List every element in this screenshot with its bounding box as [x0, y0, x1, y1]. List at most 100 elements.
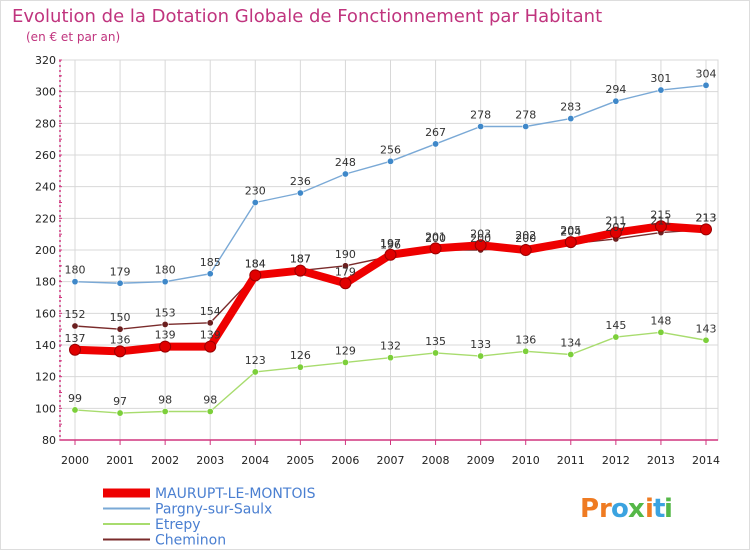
data-label-maurupt-le-montois: 211	[605, 215, 626, 228]
data-label-maurupt-le-montois: 213	[696, 211, 717, 224]
data-point-maurupt-le-montois	[114, 345, 127, 358]
data-label-cheminon: 190	[335, 248, 356, 261]
data-label-cheminon: 150	[110, 311, 131, 324]
data-point-etrepy	[296, 363, 304, 371]
brand-letter: i	[664, 494, 673, 524]
legend-label-maurupt-le-montois: MAURUPT-LE-MONTOIS	[155, 486, 316, 502]
data-point-maurupt-le-montois	[339, 277, 352, 290]
legend: MAURUPT-LE-MONTOISPargny-sur-SaulxEtrepy…	[103, 486, 316, 549]
data-label-etrepy: 123	[245, 354, 266, 367]
data-point-etrepy	[341, 358, 349, 366]
data-point-pargny-sur-saulx	[702, 81, 710, 89]
data-label-maurupt-le-montois: 136	[110, 333, 131, 346]
x-tick-label: 2012	[602, 454, 630, 467]
data-point-maurupt-le-montois	[294, 264, 307, 277]
data-point-pargny-sur-saulx	[432, 140, 440, 148]
data-label-maurupt-le-montois: 139	[200, 329, 221, 342]
data-point-pargny-sur-saulx	[477, 123, 485, 131]
data-label-cheminon: 196	[380, 238, 401, 251]
data-point-pargny-sur-saulx	[296, 189, 304, 197]
data-point-maurupt-le-montois	[249, 269, 262, 282]
data-label-etrepy: 148	[650, 314, 671, 327]
data-label-pargny-sur-saulx: 283	[560, 101, 581, 114]
data-label-etrepy: 129	[335, 344, 356, 357]
data-point-maurupt-le-montois	[159, 340, 172, 353]
x-tick-label: 2008	[422, 454, 450, 467]
data-label-etrepy: 98	[158, 394, 172, 407]
data-label-etrepy: 133	[470, 338, 491, 351]
data-point-pargny-sur-saulx	[567, 115, 575, 123]
x-tick-label: 2000	[61, 454, 89, 467]
data-label-pargny-sur-saulx: 256	[380, 143, 401, 156]
series-pargny-sur-saulx	[71, 81, 710, 287]
y-tick-label: 320	[35, 54, 56, 67]
chart-title: Evolution de la Dotation Globale de Fonc…	[12, 6, 602, 27]
data-label-cheminon: 153	[155, 306, 176, 319]
data-label-etrepy: 136	[515, 333, 536, 346]
x-tick-label: 2011	[557, 454, 585, 467]
series-maurupt-le-montois	[69, 220, 712, 358]
y-tick-label: 220	[35, 212, 56, 225]
brand-letter: r	[599, 494, 612, 524]
y-tick-label: 120	[35, 371, 56, 384]
y-tick-label: 80	[42, 434, 56, 447]
data-point-cheminon	[206, 319, 214, 327]
data-label-etrepy: 145	[605, 319, 626, 332]
data-point-pargny-sur-saulx	[341, 170, 349, 178]
data-point-maurupt-le-montois	[429, 242, 442, 255]
data-label-maurupt-le-montois: 184	[245, 257, 266, 270]
data-label-maurupt-le-montois: 215	[650, 208, 671, 221]
data-point-cheminon	[341, 262, 349, 270]
data-label-etrepy: 97	[113, 395, 127, 408]
brand-letter: i	[645, 494, 654, 524]
brand-letter: t	[653, 494, 665, 524]
data-point-maurupt-le-montois	[700, 223, 712, 236]
data-label-pargny-sur-saulx: 294	[605, 83, 626, 96]
data-label-pargny-sur-saulx: 304	[696, 67, 717, 80]
data-label-pargny-sur-saulx: 236	[290, 175, 311, 188]
data-point-etrepy	[386, 354, 394, 362]
data-label-maurupt-le-montois: 201	[425, 230, 446, 243]
grid	[59, 59, 719, 441]
series-area	[69, 81, 712, 417]
data-point-maurupt-le-montois	[204, 340, 217, 353]
axes: 80 100 120 140 160 180 200 220 240 260 280 300 320 20…	[35, 54, 720, 467]
data-label-pargny-sur-saulx: 230	[245, 185, 266, 198]
y-tick-label: 280	[35, 117, 56, 130]
data-label-pargny-sur-saulx: 267	[425, 126, 446, 139]
data-point-etrepy	[522, 347, 530, 355]
data-label-pargny-sur-saulx: 301	[650, 72, 671, 85]
data-point-maurupt-le-montois	[564, 236, 577, 249]
brand-letter: x	[628, 494, 645, 524]
data-label-etrepy: 132	[380, 340, 401, 353]
data-label-maurupt-le-montois: 203	[470, 227, 491, 240]
data-label-cheminon: 200	[470, 232, 491, 245]
data-point-cheminon	[116, 325, 124, 333]
data-point-pargny-sur-saulx	[251, 199, 259, 207]
y-tick-label: 140	[35, 339, 56, 352]
data-point-pargny-sur-saulx	[386, 157, 394, 165]
data-label-etrepy: 143	[696, 322, 717, 335]
data-point-etrepy	[612, 333, 620, 341]
data-point-pargny-sur-saulx	[206, 270, 214, 278]
data-label-etrepy: 135	[425, 335, 446, 348]
x-tick-label: 2002	[151, 454, 179, 467]
brand-letter: P	[580, 494, 599, 524]
data-label-cheminon: 211	[650, 215, 671, 228]
x-tick-label: 2004	[241, 454, 269, 467]
x-tick-label: 2007	[377, 454, 405, 467]
y-tick-label: 240	[35, 181, 56, 194]
data-point-etrepy	[477, 352, 485, 360]
data-label-maurupt-le-montois: 197	[380, 237, 401, 250]
data-point-maurupt-le-montois	[609, 226, 622, 239]
data-label-etrepy: 126	[290, 349, 311, 362]
data-label-cheminon: 187	[290, 253, 311, 266]
x-tick-label: 2006	[331, 454, 359, 467]
data-label-maurupt-le-montois: 187	[290, 253, 311, 266]
data-label-etrepy: 98	[203, 394, 217, 407]
data-label-maurupt-le-montois: 200	[515, 232, 536, 245]
x-tick-label: 2013	[647, 454, 675, 467]
data-point-etrepy	[161, 407, 169, 415]
